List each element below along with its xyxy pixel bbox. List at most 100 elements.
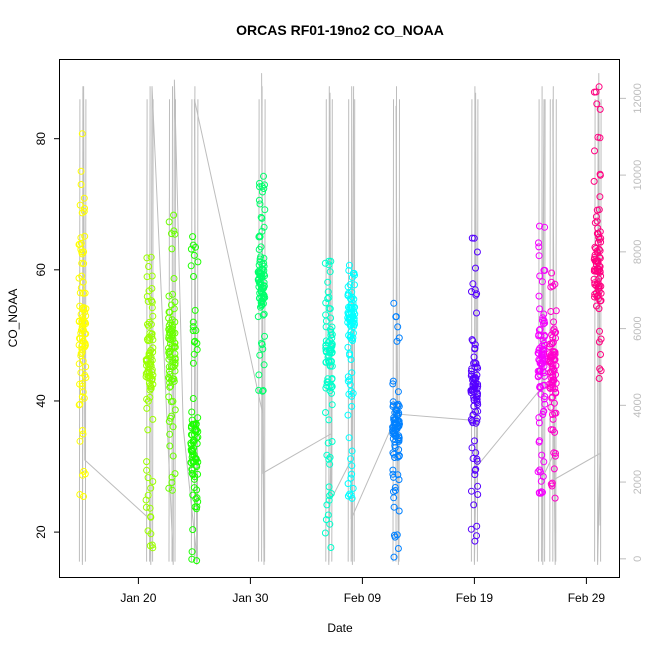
data-point	[79, 278, 87, 286]
data-point	[167, 382, 175, 390]
data-point	[472, 264, 479, 272]
data-point	[255, 233, 263, 241]
data-point	[349, 329, 357, 337]
altitude-profile-line	[552, 86, 554, 562]
chart-title: ORCAS RF01-19no2 CO_NOAA	[236, 22, 444, 38]
data-point	[194, 414, 202, 422]
data-point	[322, 344, 330, 352]
y-tick-label: 40	[34, 394, 48, 408]
x-tick-label: Jan 30	[232, 591, 268, 605]
altitude-profile-line	[594, 99, 596, 562]
data-point	[471, 537, 479, 545]
data-point	[170, 227, 178, 235]
points-layer	[75, 83, 605, 565]
data-point	[165, 292, 173, 300]
data-point	[169, 356, 177, 364]
data-point	[472, 465, 480, 473]
altitude-profile-line	[600, 99, 602, 562]
data-point	[76, 289, 84, 297]
data-point	[540, 395, 548, 403]
data-point	[593, 302, 600, 310]
series-2016-01-21	[142, 253, 157, 552]
data-point	[148, 333, 156, 341]
data-point	[546, 340, 554, 348]
data-point	[322, 323, 330, 331]
data-point	[171, 343, 179, 351]
data-point	[80, 338, 87, 345]
data-point	[326, 460, 334, 468]
data-point	[192, 243, 199, 251]
data-point	[550, 325, 558, 333]
data-point	[325, 416, 333, 424]
data-point	[260, 185, 268, 192]
data-point	[551, 452, 559, 460]
data-point	[537, 390, 545, 398]
data-point	[187, 447, 195, 455]
y2-tick-label: 2000	[632, 470, 644, 494]
data-point	[349, 299, 357, 307]
y-axis: 20 40 60 80	[34, 132, 60, 539]
data-point	[467, 367, 475, 375]
data-point	[392, 313, 400, 321]
data-point	[328, 383, 335, 391]
data-point	[167, 363, 175, 371]
data-point	[473, 248, 481, 256]
data-point	[551, 428, 559, 436]
data-point	[171, 354, 179, 362]
data-point	[77, 326, 85, 334]
data-point	[595, 245, 603, 253]
data-point	[344, 373, 352, 381]
data-point	[145, 263, 153, 270]
data-point	[547, 403, 555, 411]
data-point	[144, 474, 152, 482]
data-point	[166, 328, 173, 336]
data-point	[591, 243, 599, 251]
data-point	[192, 455, 200, 463]
data-point	[189, 359, 197, 367]
data-point	[389, 470, 397, 478]
data-point	[469, 455, 477, 462]
data-point	[592, 257, 600, 265]
data-point	[148, 541, 156, 549]
data-point	[324, 511, 332, 519]
altitude-profile-line	[544, 99, 546, 562]
data-point	[348, 402, 356, 410]
data-point	[166, 379, 174, 387]
data-point	[145, 379, 153, 387]
data-point	[190, 475, 198, 483]
data-point	[168, 486, 176, 494]
plot-frame	[59, 59, 620, 578]
data-point	[471, 344, 479, 352]
data-point	[256, 351, 264, 359]
data-point	[395, 434, 403, 442]
altitude-profile-line	[476, 99, 479, 562]
data-point	[474, 482, 482, 490]
data-point	[538, 451, 546, 459]
data-point	[549, 282, 557, 290]
data-point	[171, 470, 179, 478]
data-point	[593, 100, 601, 108]
data-point	[546, 368, 554, 376]
series-2016-01-23	[165, 211, 179, 494]
data-point	[389, 380, 397, 388]
data-point	[474, 407, 482, 415]
data-point	[328, 357, 335, 365]
data-point	[143, 293, 151, 300]
data-point	[78, 348, 86, 356]
data-point	[344, 492, 352, 500]
data-point	[541, 341, 549, 349]
data-point	[541, 400, 549, 408]
altitude-profile-line	[392, 99, 394, 562]
data-point	[261, 206, 269, 214]
data-point	[395, 452, 403, 460]
data-point	[80, 394, 88, 402]
data-point	[472, 449, 480, 457]
data-point	[596, 171, 604, 179]
data-point	[193, 463, 201, 471]
data-point	[328, 383, 336, 390]
data-point	[344, 377, 352, 385]
series-2016-02-19	[467, 234, 482, 545]
y-tick-label: 20	[34, 525, 48, 539]
data-point	[145, 318, 153, 326]
data-point	[76, 491, 84, 498]
